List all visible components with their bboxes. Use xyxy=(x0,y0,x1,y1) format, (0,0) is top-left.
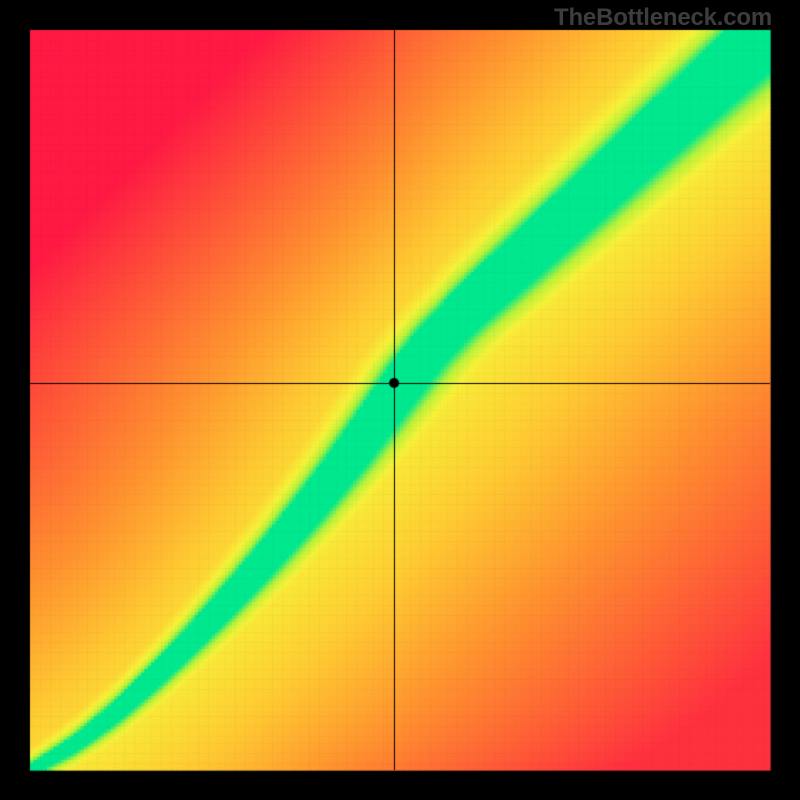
bottleneck-heatmap xyxy=(0,0,800,800)
watermark-text: TheBottleneck.com xyxy=(554,4,772,32)
chart-container: TheBottleneck.com xyxy=(0,0,800,800)
